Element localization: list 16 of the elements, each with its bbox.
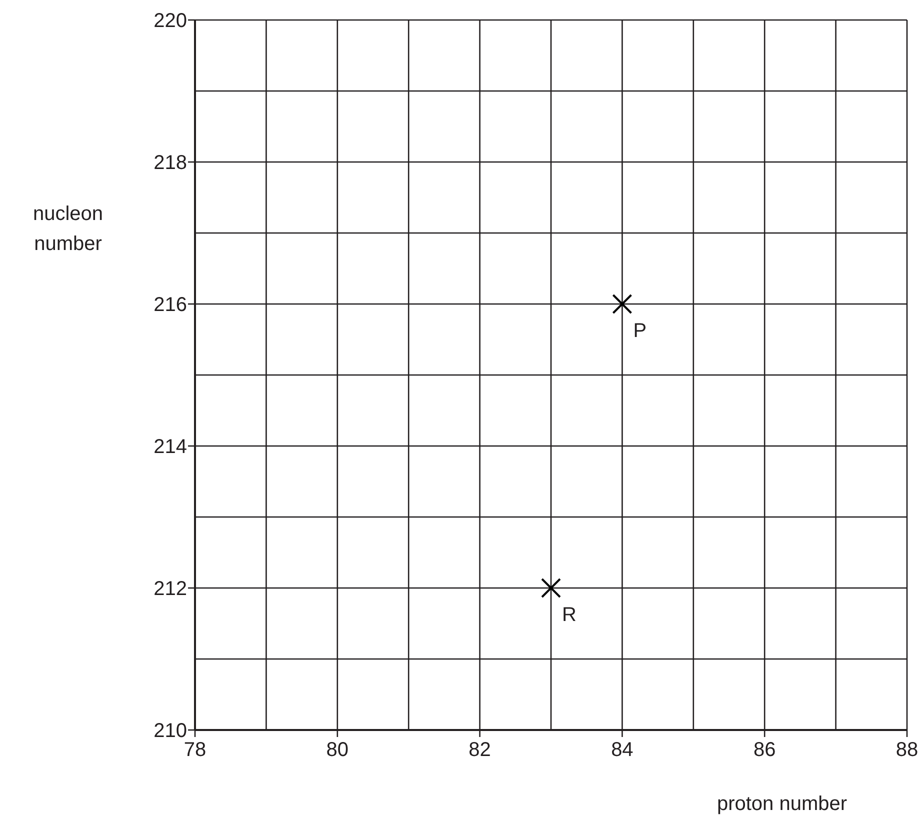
y-tick-label: 214 xyxy=(154,436,187,458)
y-tick-label: 216 xyxy=(154,294,187,316)
x-tick-label: 78 xyxy=(184,739,206,761)
x-tick-label: 80 xyxy=(326,739,349,761)
y-tick-label: 210 xyxy=(154,720,187,742)
y-axis-title: nucleon number xyxy=(32,203,104,255)
x-tick-label: 84 xyxy=(611,739,634,761)
y-tick-label: 212 xyxy=(154,578,187,600)
x-tick-label: 82 xyxy=(468,739,491,761)
series-label: R xyxy=(562,604,576,626)
y-tick-label: 220 xyxy=(154,10,187,32)
x-tick-label: 86 xyxy=(753,739,776,761)
y-tick-label: 218 xyxy=(154,152,187,174)
series-label: P xyxy=(633,320,647,342)
x-tick-label: 88 xyxy=(896,739,918,761)
x-axis-title: proton number xyxy=(716,793,848,815)
